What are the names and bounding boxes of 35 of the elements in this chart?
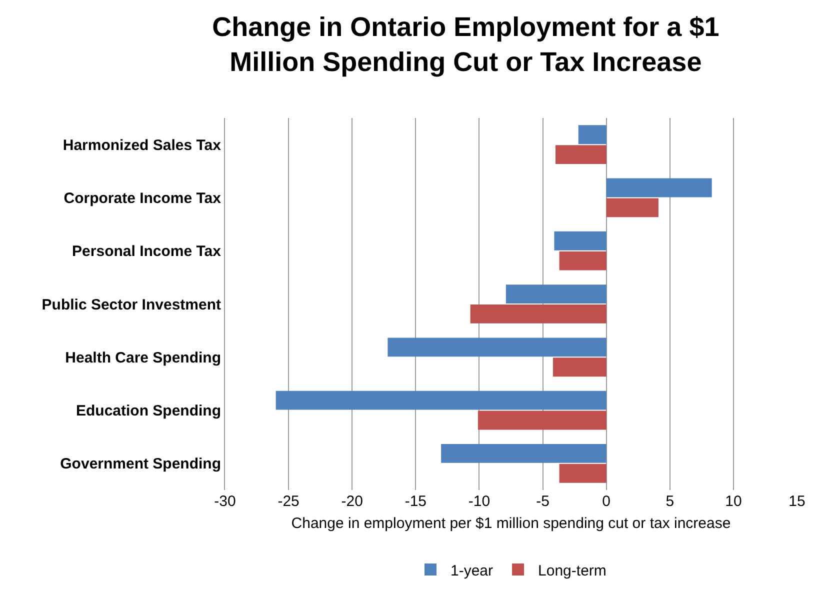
bar [578,125,606,144]
x-tick-label: -25 [278,493,300,510]
legend-label: 1-year [450,562,494,580]
bar [552,358,606,377]
bar [559,251,606,270]
x-tick-label: -20 [341,493,363,510]
bar [478,410,606,430]
y-tick-label: Corporate Income Tax [64,190,222,207]
bar [606,198,658,218]
x-tick-label: 10 [725,493,742,510]
x-tick-label: 15 [788,493,806,510]
bar [606,178,712,198]
x-tick-label: -10 [468,493,490,510]
bar [555,145,606,164]
legend-label: Long-term [538,562,606,580]
bar [559,464,606,483]
bar [470,304,606,324]
x-tick-label: -30 [214,493,236,510]
bar [441,444,606,463]
bar [506,284,606,304]
x-tick-label: -5 [536,493,550,510]
y-tick-label: Health Care Spending [65,349,221,366]
y-tick-label: Harmonized Sales Tax [62,136,222,154]
y-tick-label: Public Sector Investment [42,296,221,314]
x-axis-title: Change in employment per $1 million spending cut or tax increase [291,515,731,532]
bar [276,390,606,410]
y-tick-label: Government Spending [60,456,221,473]
x-tick-label: 0 [602,493,610,510]
y-tick-label: Education Spending [76,402,221,420]
bar [388,338,606,357]
x-tick-label: -15 [404,493,427,510]
bar [554,231,606,250]
y-tick-label: Personal Income Tax [72,243,222,260]
chart-title: Change in Ontario Employment for a $1 Million Spending Cut or Tax Increase [212,12,720,77]
x-tick-label: 5 [666,493,674,510]
